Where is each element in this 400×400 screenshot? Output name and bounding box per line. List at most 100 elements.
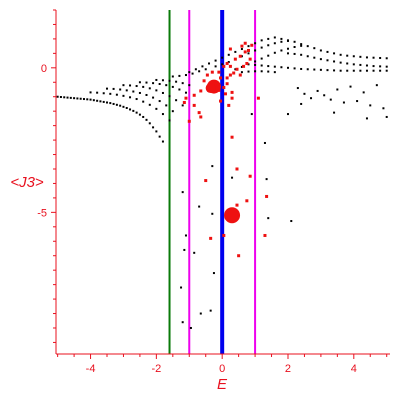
black-point — [254, 63, 257, 66]
black-point — [171, 110, 174, 113]
red-point — [228, 64, 232, 68]
black-point — [240, 48, 243, 51]
black-point — [184, 74, 187, 77]
black-point — [369, 104, 372, 107]
black-point — [178, 74, 181, 77]
red-point — [248, 57, 252, 61]
black-point — [254, 42, 257, 45]
black-point — [178, 88, 181, 91]
black-point — [138, 113, 141, 116]
black-point — [158, 83, 161, 86]
black-point — [247, 70, 250, 73]
black-point — [168, 95, 171, 98]
black-point — [362, 91, 365, 94]
black-point — [227, 53, 230, 56]
black-point — [135, 98, 138, 101]
black-point — [240, 65, 243, 68]
black-point — [181, 104, 184, 107]
red-point — [227, 103, 231, 107]
black-point — [76, 97, 79, 100]
black-point — [142, 115, 145, 118]
black-point — [152, 82, 155, 85]
black-point — [122, 105, 125, 108]
black-point — [326, 59, 329, 62]
black-point — [247, 52, 250, 55]
red-point — [202, 79, 206, 83]
black-point — [115, 93, 118, 96]
black-point — [313, 68, 316, 71]
black-point — [184, 91, 187, 94]
black-point — [211, 165, 214, 168]
black-point — [171, 75, 174, 78]
black-point — [211, 212, 214, 215]
black-point — [293, 52, 296, 55]
black-point — [333, 52, 336, 55]
black-point — [191, 72, 194, 75]
black-point — [365, 117, 368, 120]
black-point — [99, 100, 102, 103]
black-point — [263, 141, 266, 144]
black-point — [346, 54, 349, 57]
black-point — [296, 87, 299, 90]
x-tick-label: -2 — [151, 363, 161, 375]
black-point — [359, 55, 362, 58]
black-point — [286, 66, 289, 69]
black-point — [385, 65, 388, 68]
black-point — [385, 115, 388, 118]
black-point — [323, 94, 326, 97]
red-point — [233, 57, 237, 61]
black-point — [102, 92, 105, 95]
black-point — [198, 205, 201, 208]
black-point — [198, 70, 201, 73]
black-point — [125, 106, 128, 109]
red-point — [219, 99, 223, 103]
black-point — [273, 36, 276, 39]
black-point — [303, 92, 306, 95]
black-point — [148, 87, 151, 90]
black-point — [155, 107, 158, 110]
black-point — [158, 135, 161, 138]
red-point — [210, 70, 214, 74]
black-point — [333, 60, 336, 63]
black-point — [199, 312, 202, 315]
black-point — [145, 118, 148, 121]
red-point — [247, 48, 251, 52]
black-point — [267, 37, 270, 40]
black-point — [385, 69, 388, 72]
x-tick-label: 4 — [351, 363, 357, 375]
red-point — [219, 76, 223, 80]
red-point — [187, 119, 191, 123]
black-point — [115, 103, 118, 106]
black-point — [189, 326, 192, 329]
black-point — [260, 57, 263, 60]
black-point — [181, 191, 184, 194]
black-point — [161, 79, 164, 82]
red-point — [199, 89, 203, 93]
black-point — [379, 69, 382, 72]
black-point — [119, 104, 122, 107]
black-point — [82, 98, 85, 101]
black-point — [92, 99, 95, 102]
black-point — [319, 49, 322, 52]
black-point — [155, 130, 158, 133]
black-point — [342, 101, 345, 104]
red-point — [222, 85, 226, 89]
black-point — [260, 46, 263, 49]
black-point — [339, 53, 342, 56]
x-axis-label: E — [217, 376, 228, 393]
red-point — [250, 43, 254, 47]
black-point — [273, 42, 276, 45]
black-point — [175, 99, 178, 102]
red-point — [263, 233, 267, 237]
red-point — [230, 90, 234, 94]
black-point — [201, 65, 204, 68]
black-point — [247, 45, 250, 48]
black-point — [349, 85, 352, 88]
red-point — [225, 82, 229, 86]
black-point — [280, 37, 283, 40]
black-point — [214, 59, 217, 62]
red-point — [192, 103, 196, 107]
black-point — [168, 79, 171, 82]
black-point — [135, 111, 138, 114]
